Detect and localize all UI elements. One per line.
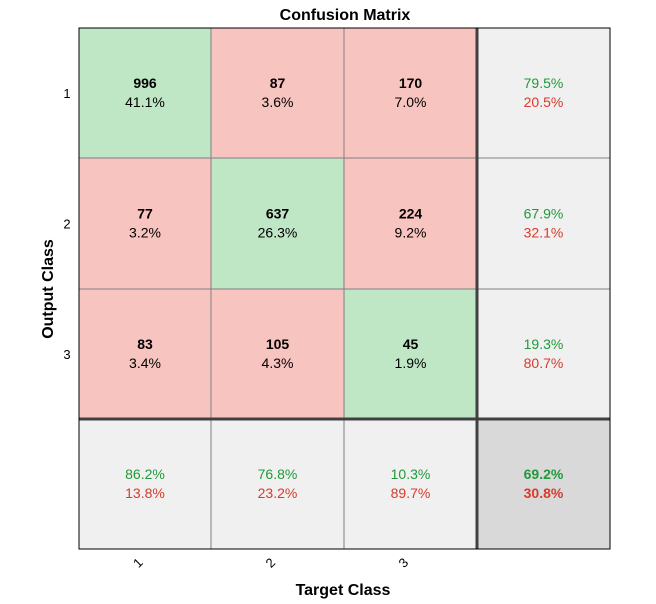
row-summary-incorrect-1: 20.5% [524, 94, 564, 110]
matrix-cell-3-1 [79, 289, 211, 419]
cell-count-1-1: 996 [133, 75, 157, 91]
y-tick-label-1: 1 [63, 86, 70, 101]
matrix-cell-3-3 [344, 289, 477, 419]
row-summary-correct-2: 67.9% [524, 206, 564, 222]
row-summary-correct-3: 19.3% [524, 336, 564, 352]
column-summary-correct-1: 86.2% [125, 466, 165, 482]
cell-percent-2-2: 26.3% [258, 225, 298, 241]
y-axis-label: Output Class [40, 239, 57, 339]
x-tick-label-1: 1 [130, 555, 146, 571]
column-summary-correct-2: 76.8% [258, 466, 298, 482]
chart-title: Confusion Matrix [280, 7, 411, 24]
cell-percent-1-1: 41.1% [125, 94, 165, 110]
x-tick-label-3: 3 [395, 555, 411, 571]
cell-percent-2-1: 3.2% [129, 225, 161, 241]
overall-correct: 69.2% [524, 466, 564, 482]
cell-percent-3-2: 4.3% [262, 355, 294, 371]
matrix-cell-1-2 [211, 28, 344, 158]
cell-count-3-1: 83 [137, 336, 153, 352]
x-axis-label: Target Class [296, 582, 391, 599]
row-summary-cell-2 [477, 158, 610, 289]
overall-incorrect: 30.8% [524, 485, 564, 501]
cell-percent-2-3: 9.2% [395, 225, 427, 241]
column-summary-incorrect-3: 89.7% [391, 485, 431, 501]
cell-percent-1-2: 3.6% [262, 94, 294, 110]
matrix-cell-1-1 [79, 28, 211, 158]
column-summary-cell-2 [211, 419, 344, 549]
column-summary-correct-3: 10.3% [391, 466, 431, 482]
cell-count-2-2: 637 [266, 206, 290, 222]
y-tick-label-2: 2 [63, 217, 70, 232]
matrix-cell-3-2 [211, 289, 344, 419]
overall-accuracy-cell [477, 419, 610, 549]
cell-count-1-2: 87 [270, 75, 286, 91]
cell-count-3-3: 45 [403, 336, 419, 352]
row-summary-correct-1: 79.5% [524, 75, 564, 91]
cell-count-2-1: 77 [137, 206, 153, 222]
row-summary-cell-1 [477, 28, 610, 158]
cell-count-1-3: 170 [399, 75, 423, 91]
row-summary-incorrect-2: 32.1% [524, 225, 564, 241]
matrix-border [78, 27, 611, 550]
cell-count-2-3: 224 [399, 206, 423, 222]
x-tick-label-2: 2 [262, 555, 278, 571]
matrix-cell-2-1 [79, 158, 211, 289]
matrix-cell-2-2 [211, 158, 344, 289]
cell-percent-1-3: 7.0% [395, 94, 427, 110]
row-summary-cell-3 [477, 289, 610, 419]
y-tick-label-3: 3 [63, 347, 70, 362]
column-summary-incorrect-2: 23.2% [258, 485, 298, 501]
column-summary-cell-1 [79, 419, 211, 549]
matrix-cell-1-3 [344, 28, 477, 158]
cell-percent-3-3: 1.9% [395, 355, 427, 371]
row-summary-incorrect-3: 80.7% [524, 355, 564, 371]
cell-count-3-2: 105 [266, 336, 290, 352]
matrix-cell-2-3 [344, 158, 477, 289]
column-summary-incorrect-1: 13.8% [125, 485, 165, 501]
cell-percent-3-1: 3.4% [129, 355, 161, 371]
column-summary-cell-3 [344, 419, 477, 549]
